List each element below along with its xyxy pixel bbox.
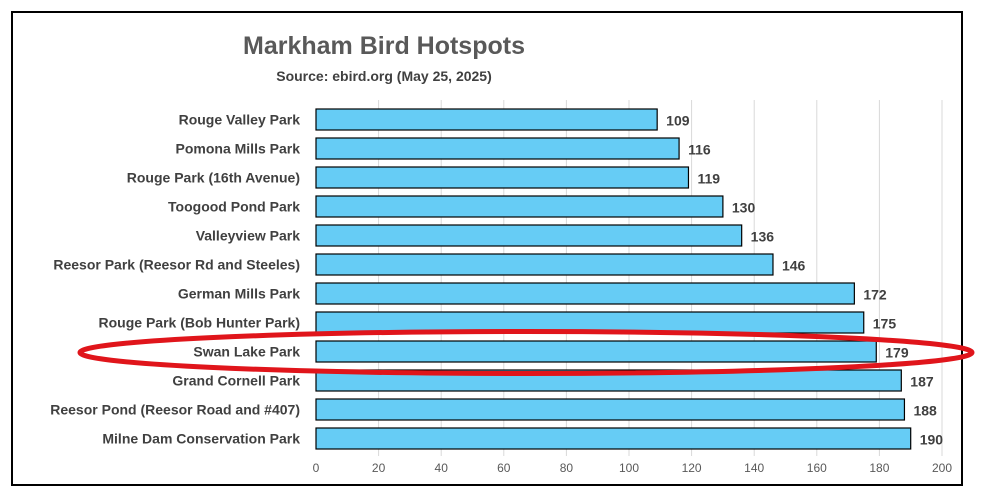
x-tick-label: 40 <box>435 461 449 475</box>
x-axis-ticks: 0 20 40 60 80 100 120 140 160 180 200 <box>313 461 953 475</box>
bar-rouge-valley-park <box>315 108 658 131</box>
category-label: German Mills Park <box>178 286 300 302</box>
x-tick-label: 140 <box>744 461 764 475</box>
category-label: Rouge Valley Park <box>179 112 301 128</box>
value-label: 188 <box>913 403 937 419</box>
x-tick-label: 20 <box>372 461 386 475</box>
category-label: Pomona Mills Park <box>176 141 301 157</box>
value-label: 119 <box>697 171 720 187</box>
value-label: 146 <box>782 258 806 274</box>
category-label: Reesor Park (Reesor Rd and Steeles) <box>53 257 300 273</box>
chart-title: Markham Bird Hotspots <box>243 32 525 60</box>
x-tick-label: 200 <box>932 461 952 475</box>
category-label: Swan Lake Park <box>193 344 300 360</box>
x-tick-label: 100 <box>619 461 639 475</box>
value-label: 136 <box>751 229 775 245</box>
category-label: Valleyview Park <box>196 228 301 244</box>
bar-valleyview-park <box>315 224 743 247</box>
value-label: 175 <box>873 316 897 332</box>
category-label: Rouge Park (16th Avenue) <box>127 170 300 186</box>
bar-toogood-pond-park <box>315 195 724 218</box>
category-label: Grand Cornell Park <box>172 373 300 389</box>
value-label: 130 <box>732 200 756 216</box>
bar-milne-dam-conservation-park <box>315 427 912 450</box>
value-label: 109 <box>666 113 690 129</box>
value-label: 116 <box>688 142 711 158</box>
category-labels: Rouge Valley Park Pomona Mills Park Rouge … <box>50 112 300 447</box>
bar-pomona-mills-park <box>315 137 680 160</box>
bars <box>315 108 912 450</box>
x-tick-label: 0 <box>313 461 320 475</box>
x-tick-label: 60 <box>497 461 511 475</box>
x-tick-label: 160 <box>807 461 827 475</box>
value-label: 190 <box>920 432 944 448</box>
bar-reesor-pond-reesor-road-and-407 <box>315 398 906 421</box>
bar-german-mills-park <box>315 282 855 305</box>
x-tick-label: 120 <box>682 461 702 475</box>
bar-swan-lake-park <box>315 340 877 363</box>
highlight-ellipse-shape <box>77 329 975 376</box>
category-label: Reesor Pond (Reesor Road and #407) <box>50 402 300 418</box>
bar-rouge-park-16th-avenue <box>315 166 690 189</box>
x-tick-label: 180 <box>869 461 889 475</box>
x-tick-label: 80 <box>560 461 574 475</box>
highlight-ellipse <box>77 329 975 376</box>
value-label: 172 <box>863 287 887 303</box>
value-label: 179 <box>885 345 909 361</box>
value-label: 187 <box>910 374 934 390</box>
category-label: Toogood Pond Park <box>168 199 300 215</box>
chart-subtitle: Source: ebird.org (May 25, 2025) <box>276 68 492 84</box>
category-label: Rouge Park (Bob Hunter Park) <box>99 315 300 331</box>
bar-reesor-park-reesor-rd-and-steeles <box>315 253 774 276</box>
category-label: Milne Dam Conservation Park <box>102 431 300 447</box>
